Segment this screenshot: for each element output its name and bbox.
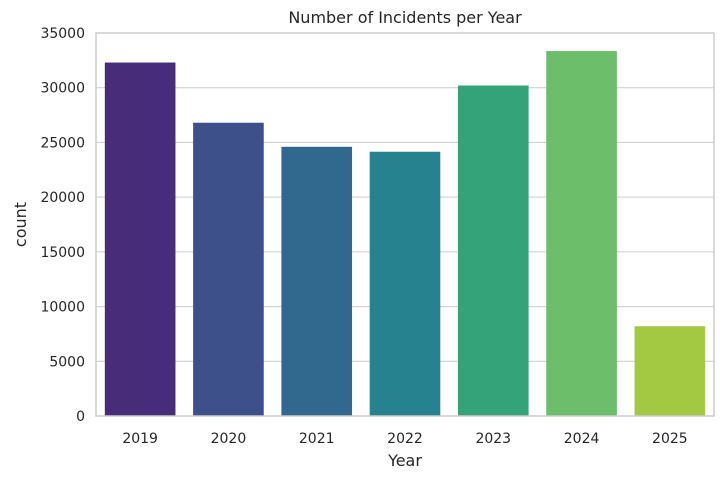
x-tick-label-2025: 2025 [652,431,688,447]
y-tick-label: 15000 [40,245,85,261]
y-tick-label: 30000 [40,81,85,97]
y-tick-label: 25000 [40,135,85,151]
chart-title: Number of Incidents per Year [288,8,522,27]
plot-frame [95,32,715,417]
x-tick-label-2021: 2021 [299,431,335,447]
bar-2023 [457,85,529,417]
bar-2024 [546,51,617,416]
x-tick-label-2019: 2019 [122,431,158,447]
bar-2021 [281,146,353,416]
y-tick-label: 10000 [40,300,85,316]
y-axis-label: count [11,202,30,247]
bar-2022 [369,151,441,417]
x-tick-label-2022: 2022 [387,431,423,447]
y-tick-label: 5000 [49,354,85,370]
x-tick-label-2020: 2020 [211,431,247,447]
x-axis-label: Year [387,451,422,470]
bars [104,51,706,417]
bar-2025 [634,326,706,416]
x-tick-label-2024: 2024 [564,431,600,447]
y-tick-label: 35000 [40,26,85,42]
bar-2019 [104,62,176,416]
y-tick-labels: 0 5000 10000 15000 20000 25000 30000 35000 [40,26,85,425]
x-tick-labels: 2019 2020 2021 2022 2023 2024 2025 [122,431,687,447]
x-tick-label-2023: 2023 [475,431,511,447]
bar-2020 [193,122,264,416]
y-tick-label: 20000 [40,190,85,206]
y-tick-label: 0 [76,409,85,425]
